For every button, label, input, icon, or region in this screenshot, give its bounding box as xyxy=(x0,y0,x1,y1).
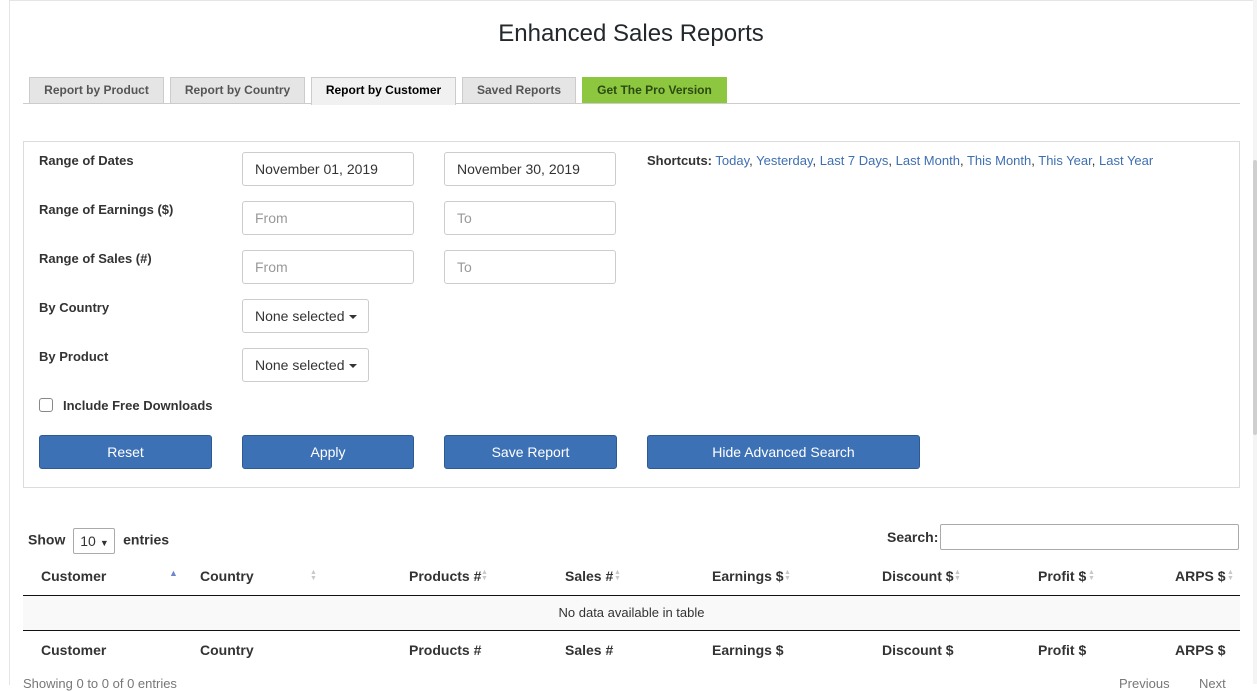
range-of-sales-label: Range of Sales (#) xyxy=(39,251,152,266)
sort-icon: ▲ ▼ xyxy=(954,569,961,582)
date-from-input[interactable] xyxy=(242,152,414,186)
show-entries-control: Show 10 ▼ entries xyxy=(28,528,169,554)
col-header-arps[interactable]: ARPS $ xyxy=(1175,568,1226,584)
sort-icon: ▲ ▼ xyxy=(1227,569,1234,582)
sort-icon: ▲ ▼ xyxy=(614,569,621,582)
col-header-sales[interactable]: Sales # xyxy=(565,568,614,584)
shortcut-last-month[interactable]: Last Month xyxy=(895,153,960,168)
table-empty-row: No data available in table xyxy=(23,596,1240,630)
earnings-from-input[interactable] xyxy=(242,201,414,235)
scrollbar-thumb[interactable] xyxy=(1253,160,1257,435)
sort-ascending-icon: ▲ xyxy=(169,568,178,578)
sales-to-input[interactable] xyxy=(444,250,616,284)
tab-report-by-product[interactable]: Report by Product xyxy=(29,77,164,103)
earnings-to-input[interactable] xyxy=(444,201,616,235)
search-label: Search: xyxy=(887,529,939,545)
tab-report-by-customer[interactable]: Report by Customer xyxy=(311,77,456,105)
shortcut-last-year[interactable]: Last Year xyxy=(1099,153,1154,168)
advanced-search-panel xyxy=(23,141,1240,488)
report-tabs: Report by Product Report by Country Repo… xyxy=(23,76,1240,105)
product-dropdown[interactable]: None selected xyxy=(242,348,369,382)
shortcut-this-month[interactable]: This Month xyxy=(966,153,1032,168)
shortcut-yesterday[interactable]: Yesterday xyxy=(756,153,813,168)
col-footer-discount: Discount $ xyxy=(882,642,954,658)
page-title: Enhanced Sales Reports xyxy=(498,20,764,47)
col-header-earnings[interactable]: Earnings $ xyxy=(712,568,784,584)
col-footer-earnings: Earnings $ xyxy=(712,642,784,658)
sort-icon: ▲ ▼ xyxy=(481,569,488,582)
scrollbar[interactable] xyxy=(1253,0,1257,684)
caret-down-icon xyxy=(348,315,357,320)
range-of-earnings-label: Range of Earnings ($) xyxy=(39,202,174,217)
col-footer-profit: Profit $ xyxy=(1038,642,1087,658)
entries-per-page-value: 10 xyxy=(80,533,96,549)
col-footer-country: Country xyxy=(200,642,254,658)
shortcuts-label: Shortcuts: xyxy=(647,153,712,168)
date-shortcuts: Shortcuts: Today, Yesterday, Last 7 Days… xyxy=(647,153,1154,168)
entries-label: entries xyxy=(123,531,170,548)
include-free-downloads-label: Include Free Downloads xyxy=(63,398,213,413)
by-product-label: By Product xyxy=(39,349,109,364)
col-footer-sales: Sales # xyxy=(565,642,614,658)
include-free-downloads-checkbox[interactable] xyxy=(39,398,53,412)
col-header-country[interactable]: Country xyxy=(200,568,254,584)
col-header-discount[interactable]: Discount $ xyxy=(882,568,954,584)
shortcut-today[interactable]: Today xyxy=(715,153,750,168)
show-label: Show xyxy=(28,531,66,548)
chevron-down-icon: ▼ xyxy=(99,538,109,548)
tab-saved-reports[interactable]: Saved Reports xyxy=(462,77,576,103)
range-of-dates-label: Range of Dates xyxy=(39,153,134,168)
page-frame xyxy=(9,0,1255,685)
apply-button[interactable]: Apply xyxy=(242,435,414,469)
country-dropdown-value: None selected xyxy=(255,308,345,324)
caret-down-icon xyxy=(348,364,357,369)
sort-icon: ▲ ▼ xyxy=(1088,569,1095,582)
hide-advanced-search-button[interactable]: Hide Advanced Search xyxy=(647,435,920,469)
col-header-products[interactable]: Products # xyxy=(409,568,482,584)
product-dropdown-value: None selected xyxy=(255,357,345,373)
col-footer-arps: ARPS $ xyxy=(1175,642,1226,658)
col-header-customer[interactable]: Customer xyxy=(41,568,107,584)
date-to-input[interactable] xyxy=(444,152,616,186)
country-dropdown[interactable]: None selected xyxy=(242,299,369,333)
reset-button[interactable]: Reset xyxy=(39,435,212,469)
by-country-label: By Country xyxy=(39,300,110,315)
sales-from-input[interactable] xyxy=(242,250,414,284)
shortcut-this-year[interactable]: This Year xyxy=(1038,153,1092,168)
col-footer-products: Products # xyxy=(409,642,482,658)
table-footer-divider xyxy=(23,630,1240,631)
tab-report-by-country[interactable]: Report by Country xyxy=(170,77,305,103)
shortcut-last-7-days[interactable]: Last 7 Days xyxy=(819,153,889,168)
tab-get-pro-version[interactable]: Get The Pro Version xyxy=(582,77,727,103)
col-footer-customer: Customer xyxy=(41,642,107,658)
sort-icon: ▲ ▼ xyxy=(310,569,317,582)
save-report-button[interactable]: Save Report xyxy=(444,435,617,469)
entries-per-page-select[interactable]: 10 ▼ xyxy=(73,528,116,554)
col-header-profit[interactable]: Profit $ xyxy=(1038,568,1087,584)
table-search-input[interactable] xyxy=(940,524,1239,550)
sort-icon: ▲ ▼ xyxy=(784,569,791,582)
table-header-divider xyxy=(23,595,1240,596)
